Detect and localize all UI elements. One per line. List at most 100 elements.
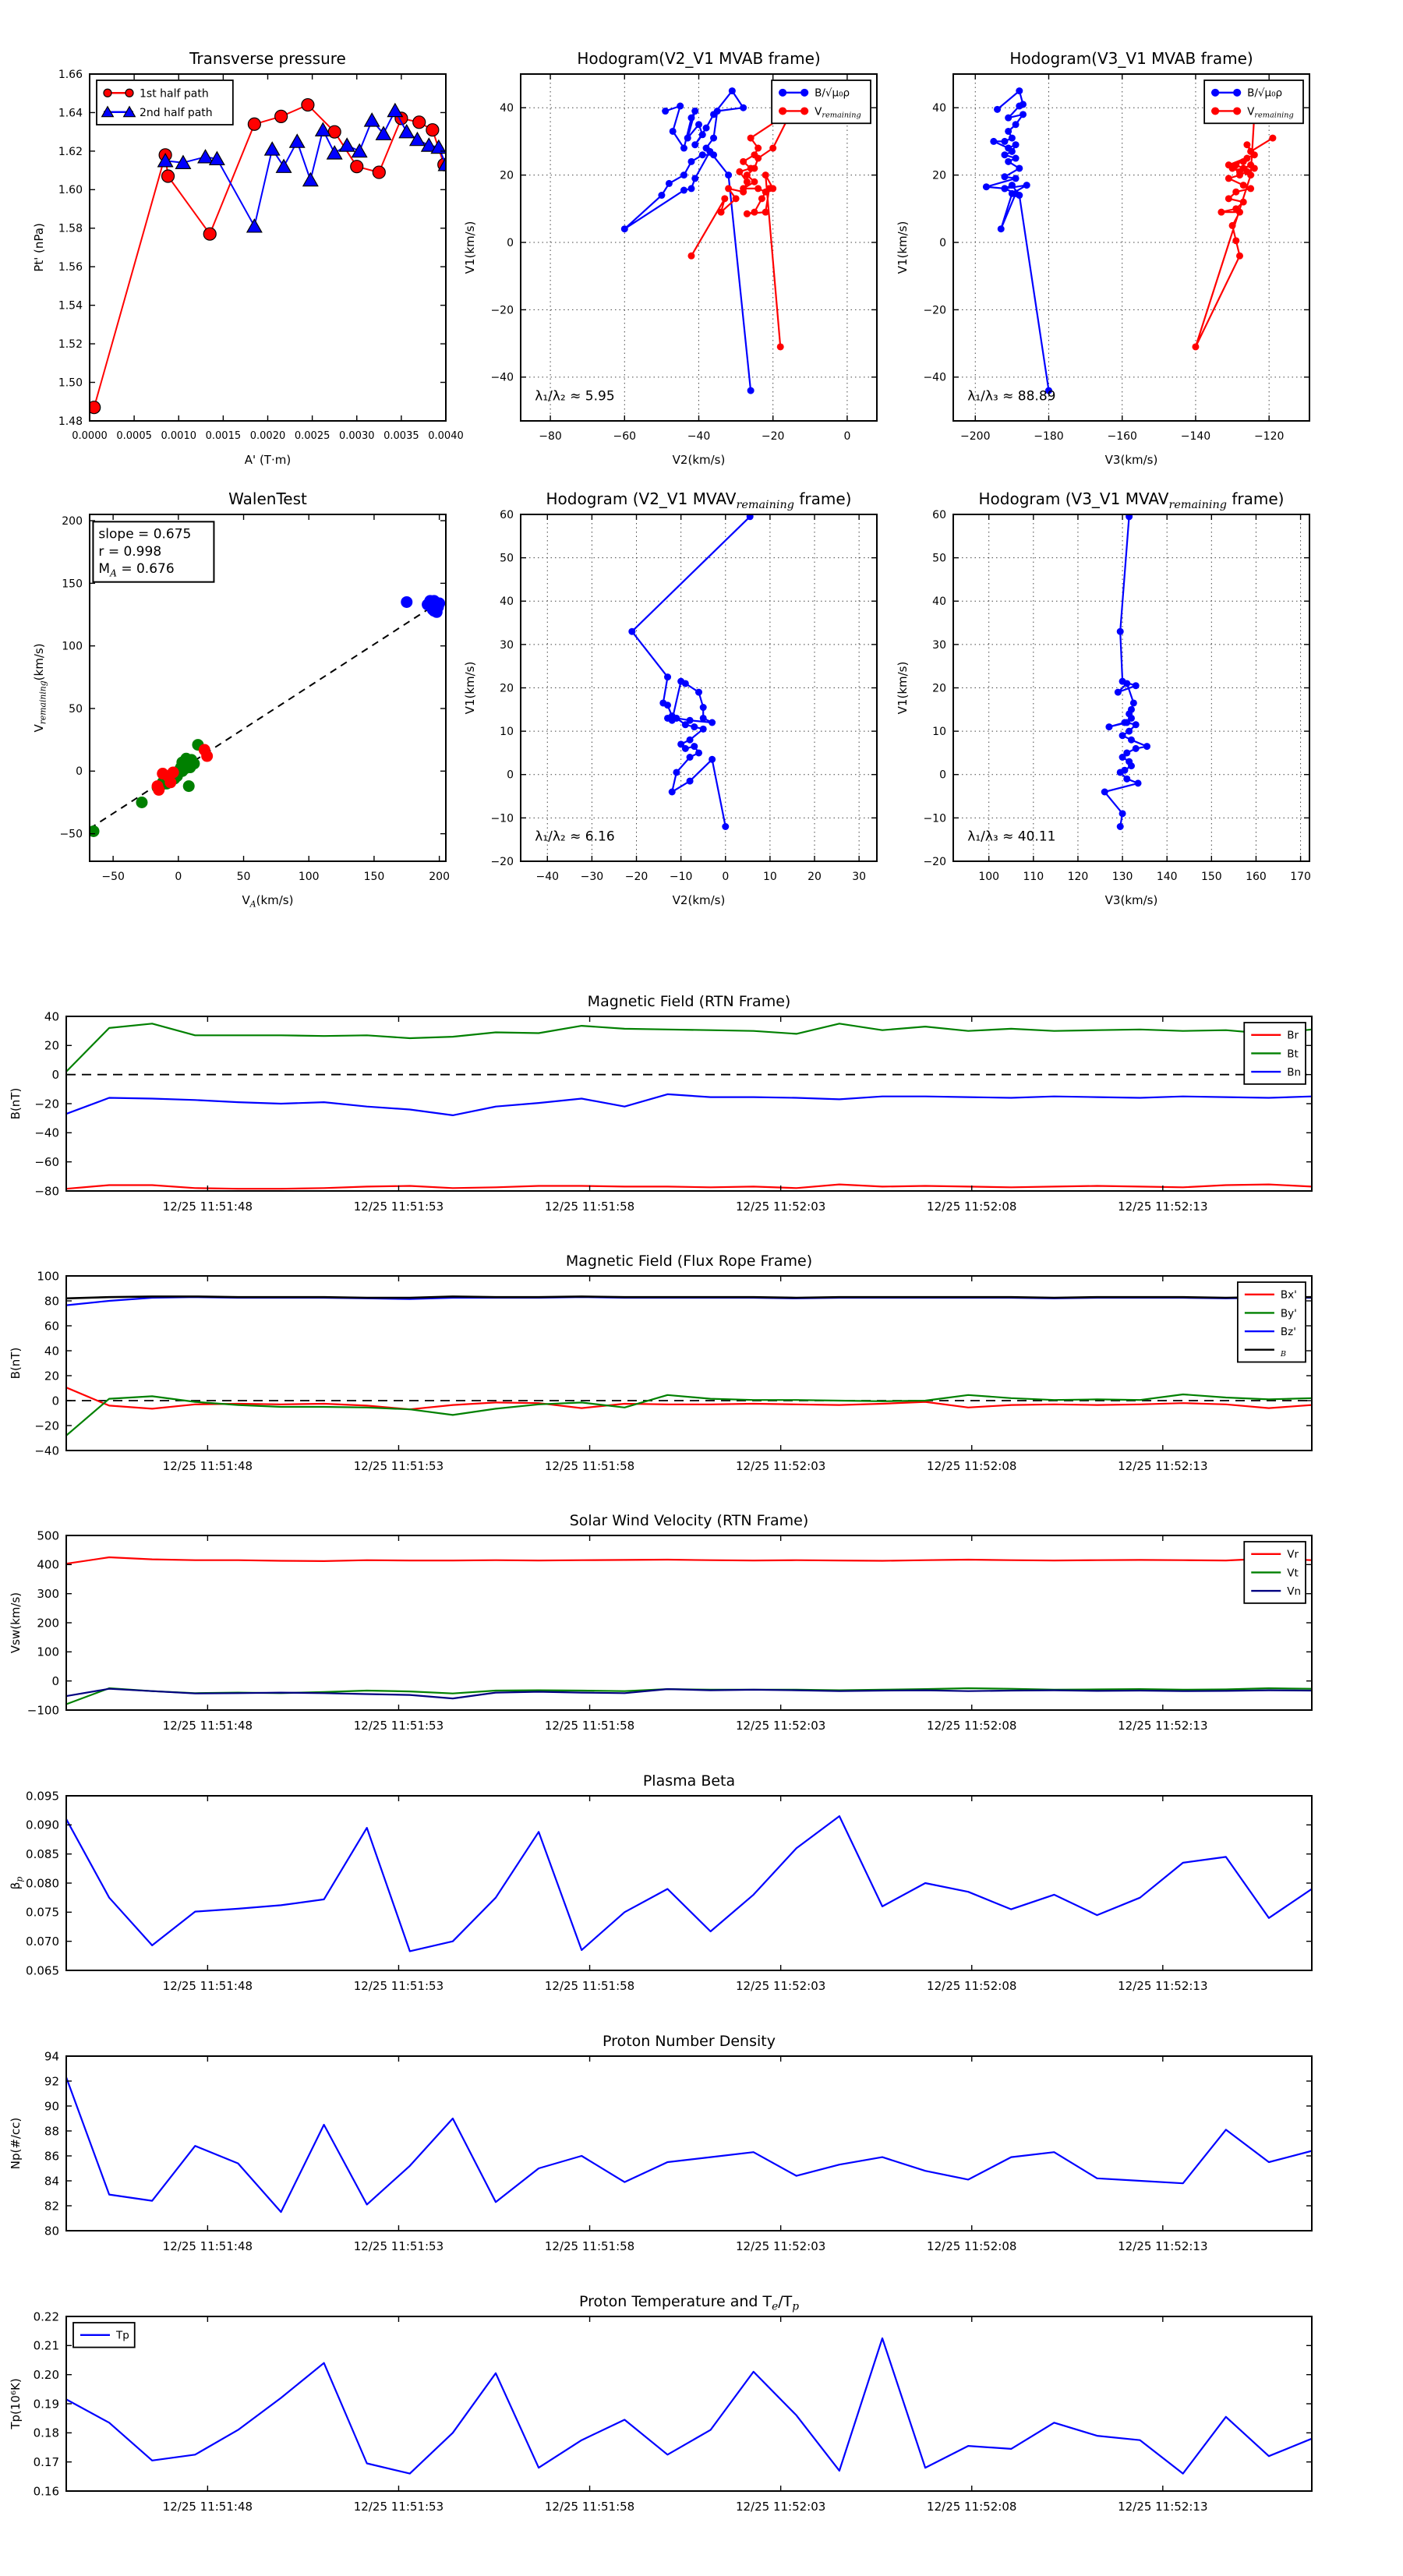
axes-frame xyxy=(65,1275,1313,1451)
ticks: −40 −30 −20 −10 0 10 20 30 −20 −10 0 10 20 30 40 50 60 xyxy=(490,509,877,883)
y-tick-label: 1.60 xyxy=(58,184,83,196)
x-tick-label: 10 xyxy=(763,871,777,883)
y-tick-label: 0.070 xyxy=(26,1935,59,1949)
axes-frame xyxy=(952,73,1310,422)
x-axis-label: V3(km/s) xyxy=(1105,893,1158,907)
x-tick-label: 12/25 11:52:03 xyxy=(736,1719,825,1733)
x-axis-label: V2(km/s) xyxy=(673,893,726,907)
y-tick-label: 60 xyxy=(500,509,514,521)
y-tick-label: 0 xyxy=(507,769,514,782)
y-tick-label: 1.50 xyxy=(58,376,83,389)
y-tick-label: 40 xyxy=(500,102,514,115)
y-tick-label: 40 xyxy=(500,595,514,608)
series-By-prime xyxy=(66,1393,1312,1436)
y-tick-label: −80 xyxy=(34,1184,59,1198)
legend-label: Bz' xyxy=(1281,1326,1296,1338)
y-tick-label: 200 xyxy=(37,1616,59,1630)
legend: B/√μ₀ρ Vremaining xyxy=(1203,80,1304,125)
x-tick-label: 0.0010 xyxy=(161,430,197,442)
legend-label: Br xyxy=(1287,1030,1299,1042)
annotation-text: λ₁/λ₃ ≈ 40.11 xyxy=(967,829,1055,844)
x-tick-label: 12/25 11:52:03 xyxy=(736,2500,825,2514)
chart-hodogram-v2v1-mvab: −80 −60 −40 −20 0 −40 −20 0 20 40 Hodogram(V2_V1 M… xyxy=(463,49,878,467)
chart-title: Proton Number Density xyxy=(603,2033,776,2050)
y-tick-label: 0.095 xyxy=(26,1789,59,1803)
x-tick-label: 110 xyxy=(1023,871,1044,883)
series-Bn xyxy=(66,1093,1312,1116)
y-axis-label: V1(km/s) xyxy=(896,662,910,715)
y-tick-label: 0.16 xyxy=(34,2484,59,2498)
y-tick-label: 0.090 xyxy=(26,1818,59,1832)
series-group xyxy=(90,595,446,837)
x-tick-label: 12/25 11:52:13 xyxy=(1118,1979,1207,1993)
series-group xyxy=(620,87,796,394)
y-tick-label: −50 xyxy=(59,829,83,841)
x-tick-label: 12/25 11:51:58 xyxy=(545,1459,634,1473)
y-tick-label: 100 xyxy=(37,1645,59,1659)
series-group xyxy=(66,1556,1312,1705)
y-tick-label: −10 xyxy=(923,812,946,825)
x-tick-label: 170 xyxy=(1290,871,1311,883)
x-tick-label: 0.0015 xyxy=(206,430,242,442)
y-tick-label: −40 xyxy=(490,372,514,384)
chart-magnetic-field-rtn: 12/25 11:51:48 12/25 11:51:53 12/25 11:51:… xyxy=(9,993,1313,1214)
series-group xyxy=(66,1815,1312,1952)
x-tick-label: −180 xyxy=(1034,430,1063,443)
y-tick-label: −20 xyxy=(923,304,946,316)
annotation-text: λ₁/λ₂ ≈ 5.95 xyxy=(535,388,614,404)
x-tick-label: 12/25 11:52:08 xyxy=(927,2500,1016,2514)
x-tick-label: 12/25 11:51:53 xyxy=(354,1200,444,1214)
y-tick-label: 1.64 xyxy=(58,107,83,119)
x-tick-label: 150 xyxy=(1201,871,1222,883)
chart-title: Hodogram(V3_V1 MVAB frame) xyxy=(1009,49,1253,68)
series-B-magnitude xyxy=(66,1295,1312,1300)
x-tick-label: 12/25 11:51:48 xyxy=(163,1459,253,1473)
legend-label: Bn xyxy=(1287,1066,1301,1079)
y-tick-label: −40 xyxy=(34,1443,59,1458)
axes-frame xyxy=(65,1795,1313,1971)
series-Br xyxy=(66,1183,1312,1190)
series-group xyxy=(628,514,754,830)
y-tick-label: 50 xyxy=(932,553,946,565)
chart-title: Hodogram (V2_V1 MVAVremaining frame) xyxy=(546,489,852,511)
y-tick-label: 30 xyxy=(932,639,946,652)
grid xyxy=(953,74,1309,421)
x-tick-label: 12/25 11:52:08 xyxy=(927,1200,1016,1214)
y-tick-label: 92 xyxy=(44,2074,59,2088)
series-Bz-prime xyxy=(66,1296,1312,1306)
x-tick-label: 120 xyxy=(1068,871,1089,883)
x-tick-label: 130 xyxy=(1112,871,1133,883)
x-tick-label: −80 xyxy=(539,430,562,443)
y-tick-label: 0 xyxy=(51,1674,59,1688)
legend-label: 1st half path xyxy=(140,87,209,100)
y-axis-label: Tp(10⁶K) xyxy=(9,2378,23,2429)
x-axis-label: A' (T·m) xyxy=(245,453,291,467)
x-tick-label: 140 xyxy=(1157,871,1178,883)
axes-frame xyxy=(65,1535,1313,1711)
ticks: −80 −60 −40 −20 0 −40 −20 0 20 40 xyxy=(490,74,877,443)
y-tick-label: 60 xyxy=(932,509,946,521)
x-tick-label: 100 xyxy=(299,871,320,883)
x-tick-label: 0.0040 xyxy=(428,430,464,442)
x-tick-label: 12/25 11:51:58 xyxy=(545,2500,634,2514)
x-tick-label: −140 xyxy=(1181,430,1210,443)
series-Vn xyxy=(66,1687,1312,1700)
series-group xyxy=(982,87,1277,394)
x-axis-label: V3(km/s) xyxy=(1105,453,1158,467)
y-tick-label: 1.48 xyxy=(58,415,83,428)
series-beta-p xyxy=(66,1815,1312,1952)
y-axis-label: Vsw(km/s) xyxy=(9,1592,23,1653)
y-tick-label: 88 xyxy=(44,2124,59,2138)
y-tick-label: 0 xyxy=(51,1394,59,1408)
y-tick-label: 1.58 xyxy=(58,223,83,235)
y-tick-label: 1.62 xyxy=(58,146,83,158)
y-tick-label: 40 xyxy=(44,1344,59,1358)
legend-label: Bt xyxy=(1287,1048,1299,1060)
y-axis-label: V1(km/s) xyxy=(896,221,910,274)
legend-label: B/√μ₀ρ xyxy=(815,87,850,100)
y-tick-label: 20 xyxy=(44,1039,59,1053)
annotation-text: λ₁/λ₃ ≈ 88.89 xyxy=(967,388,1055,404)
y-tick-label: 20 xyxy=(932,170,946,182)
y-axis-label: Vremaining(km/s) xyxy=(32,643,48,732)
x-tick-label: 12/25 11:51:53 xyxy=(354,1459,444,1473)
